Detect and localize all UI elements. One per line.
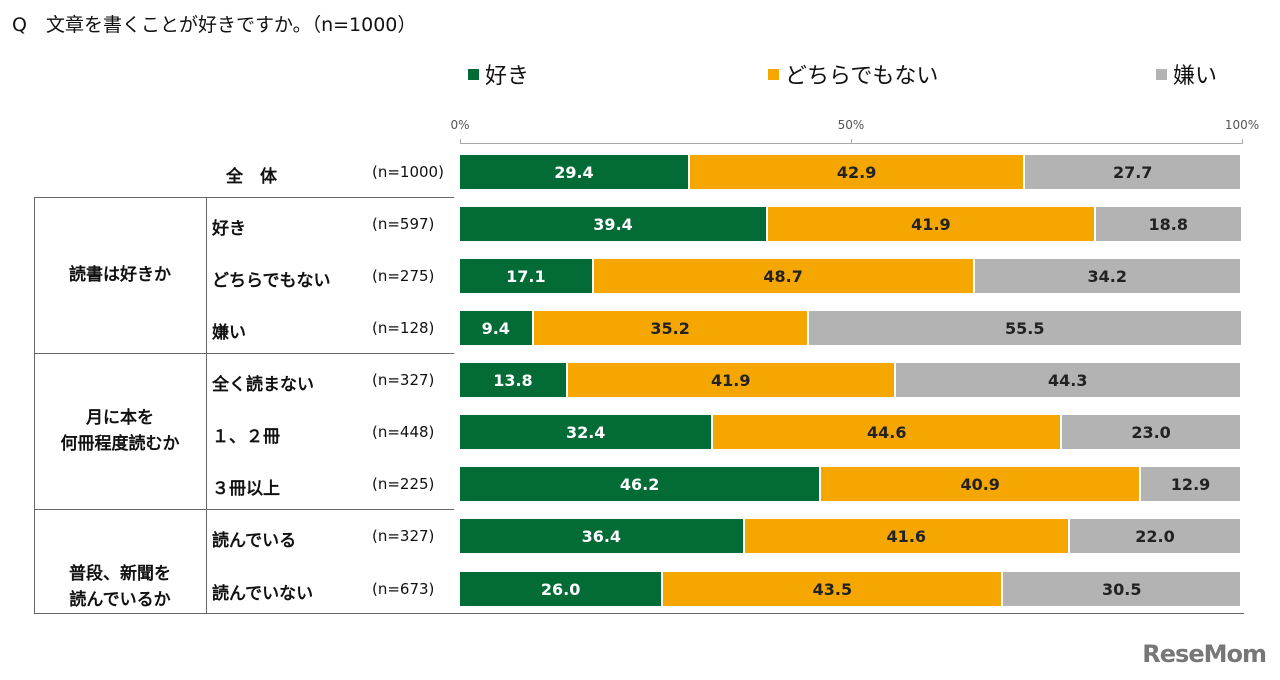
bar-segment-neutral: 40.9 <box>821 467 1142 501</box>
legend-label: どちらでもない <box>785 64 939 89</box>
axis-tick-label: 100% <box>1224 118 1260 132</box>
group-label: 読書は好きか <box>69 265 171 285</box>
row-label: 好き <box>212 219 246 239</box>
bar-segment-dislike: 30.5 <box>1003 572 1242 606</box>
row-n-label: (n=275) <box>372 267 435 285</box>
bar-segment-like: 26.0 <box>460 572 664 606</box>
row-n-label: (n=327) <box>372 371 435 389</box>
row-n-label: (n=225) <box>372 475 435 493</box>
table-line <box>206 197 207 613</box>
legend-item: 好き <box>468 58 529 90</box>
table-line <box>34 353 454 354</box>
bar-segment-like: 29.4 <box>460 155 690 189</box>
bar-segment-like: 46.2 <box>460 467 822 501</box>
bar-segment-neutral: 44.6 <box>713 415 1063 449</box>
row-n-label: (n=128) <box>372 319 435 337</box>
table-line <box>34 613 1244 614</box>
bar-segment-dislike: 23.0 <box>1062 415 1242 449</box>
row-label: 全 体 <box>226 167 277 187</box>
x-axis-tick <box>460 139 461 144</box>
row-label: 読んでいる <box>212 531 297 551</box>
bar-segment-like: 36.4 <box>460 519 745 553</box>
bar-segment-dislike: 34.2 <box>974 259 1242 293</box>
row-n-label: (n=1000) <box>372 163 444 181</box>
table-line <box>34 509 454 510</box>
bar-segment-dislike: 12.9 <box>1141 467 1242 501</box>
bar-segment-neutral: 41.9 <box>768 207 1096 241</box>
bar-segment-like: 17.1 <box>460 259 594 293</box>
row-label: １、２冊 <box>212 427 280 447</box>
bar-segment-neutral: 48.7 <box>593 259 975 293</box>
legend-swatch <box>468 68 479 80</box>
question-title: Q 文章を書くことが好きですか。（n=1000） <box>12 14 417 36</box>
bar-segment-neutral: 41.6 <box>744 519 1070 553</box>
group-label: 月に本を 何冊程度読むか <box>60 408 180 454</box>
legend-label: 好き <box>485 64 530 89</box>
row-n-label: (n=673) <box>372 580 435 598</box>
x-axis-tick <box>851 139 852 144</box>
bar-segment-dislike: 55.5 <box>808 311 1243 345</box>
resemom-logo: ReseMom <box>1142 640 1267 668</box>
bar-segment-dislike: 44.3 <box>895 363 1242 397</box>
axis-tick-label: 50% <box>837 118 865 132</box>
bar-segment-dislike: 27.7 <box>1025 155 1242 189</box>
bar-segment-neutral: 41.9 <box>567 363 896 397</box>
row-label: 読んでいない <box>212 584 314 604</box>
table-line <box>34 197 454 198</box>
bar-segment-like: 9.4 <box>460 311 534 345</box>
bar-segment-dislike: 18.8 <box>1095 207 1243 241</box>
axis-tick-label: 0% <box>450 118 470 132</box>
bar-segment-like: 39.4 <box>460 207 769 241</box>
x-axis-tick <box>1242 139 1243 144</box>
bar-segment-like: 32.4 <box>460 415 714 449</box>
legend-swatch <box>768 68 779 80</box>
legend-item: どちらでもない <box>768 58 938 90</box>
row-n-label: (n=597) <box>372 215 435 233</box>
legend-swatch <box>1156 68 1167 80</box>
table-line <box>34 197 35 613</box>
legend-item: 嫌い <box>1156 58 1217 90</box>
row-label: どちらでもない <box>212 271 331 291</box>
row-n-label: (n=327) <box>372 527 435 545</box>
bar-segment-like: 13.8 <box>460 363 568 397</box>
bar-segment-neutral: 43.5 <box>663 572 1004 606</box>
bar-segment-neutral: 35.2 <box>533 311 809 345</box>
row-n-label: (n=448) <box>372 423 435 441</box>
bar-segment-neutral: 42.9 <box>689 155 1026 189</box>
row-label: 嫌い <box>212 323 246 343</box>
legend-label: 嫌い <box>1173 64 1218 89</box>
row-label: ３冊以上 <box>212 479 280 499</box>
bar-segment-dislike: 22.0 <box>1069 519 1242 553</box>
group-label: 普段、新聞を 読んでいるか <box>69 564 171 610</box>
row-label: 全く読まない <box>212 375 314 395</box>
